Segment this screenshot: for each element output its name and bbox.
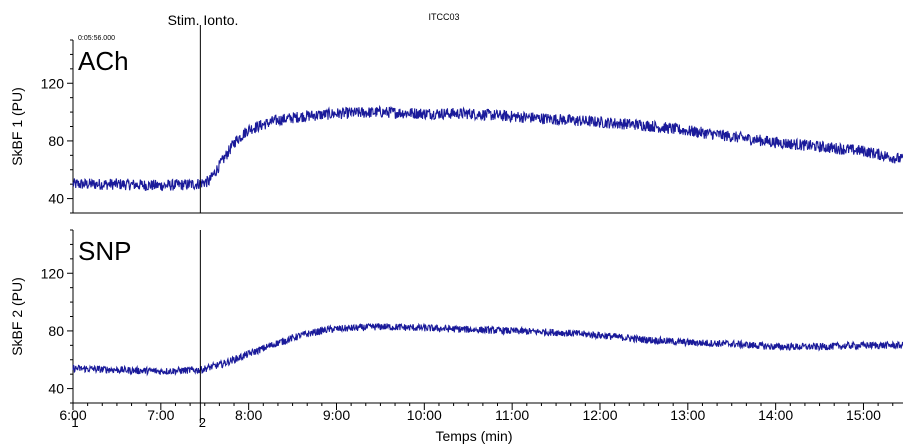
- x-tick-label: 11:00: [495, 407, 529, 423]
- event-marker-number: 2: [199, 415, 206, 430]
- chart-title: ITCC03: [428, 12, 459, 22]
- y-tick-label: 40: [48, 381, 64, 397]
- y-axis-title: SkBF 1 (PU): [9, 87, 25, 166]
- x-tick-label: 13:00: [670, 407, 705, 423]
- top-time-label: 0:05:56.000: [78, 35, 115, 42]
- panel-snp: 40 80 120 SkBF 2 (PU) SNP: [9, 229, 903, 423]
- event-label: Stim. Ionto.: [168, 12, 239, 28]
- y-tick-label: 120: [41, 265, 65, 281]
- panel-name-label: ACh: [78, 46, 129, 76]
- x-tick-label: 6:00: [59, 407, 86, 423]
- series-line-ach: [72, 104, 903, 192]
- x-tick-label: 10:00: [407, 407, 442, 423]
- x-tick-label: 9:00: [323, 407, 350, 423]
- y-axis-title: SkBF 2 (PU): [9, 277, 25, 356]
- y-tick-label: 120: [41, 75, 65, 91]
- x-tick-label: 14:00: [758, 407, 793, 423]
- y-tick-label: 80: [48, 133, 64, 149]
- panel-name-label: SNP: [78, 236, 131, 266]
- x-axis-title: Temps (min): [435, 428, 512, 444]
- y-tick-label: 40: [48, 191, 64, 207]
- x-tick-label: 7:00: [147, 407, 174, 423]
- x-tick-label: 12:00: [582, 407, 617, 423]
- panel-ach: 40 80 120 SkBF 1 (PU) ACh: [9, 25, 903, 214]
- x-tick-label: 15:00: [846, 407, 881, 423]
- x-tick-label: 8:00: [235, 407, 262, 423]
- series-line-snp: [72, 322, 903, 377]
- event-marker-number: 1: [71, 415, 78, 430]
- y-tick-label: 80: [48, 323, 64, 339]
